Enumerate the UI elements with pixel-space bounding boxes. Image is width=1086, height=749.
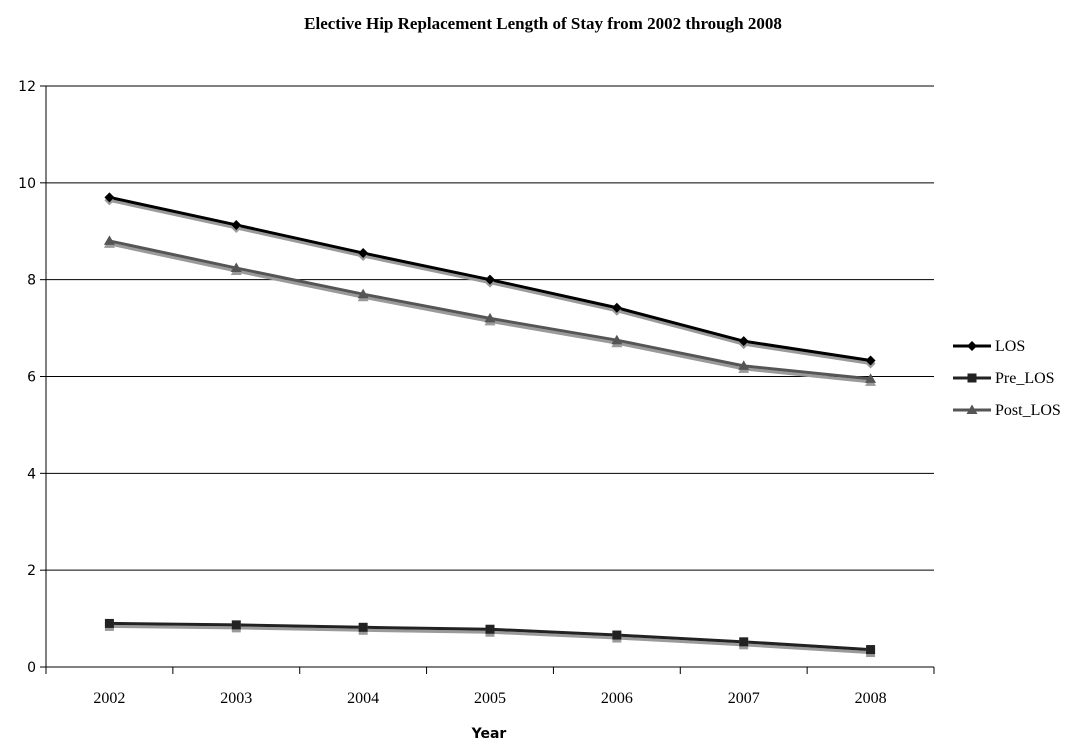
data-point: [738, 336, 749, 347]
data-point: [103, 235, 115, 245]
legend-marker: [966, 404, 978, 414]
data-point: [866, 645, 876, 655]
x-tick-label: 2005: [474, 690, 506, 707]
data-point: [357, 288, 369, 299]
y-tick-label: 8: [27, 273, 36, 289]
data-point: [104, 618, 114, 628]
gridlines: [46, 85, 934, 571]
series-pre-los: [104, 618, 876, 658]
data-point: [230, 262, 242, 273]
series-los: [104, 192, 876, 369]
x-axis-title: Year: [471, 726, 507, 742]
legend-label: Pre_LOS: [995, 370, 1055, 387]
chart-title: Elective Hip Replacement Length of Stay …: [304, 14, 782, 33]
data-point: [231, 219, 242, 230]
data-point: [358, 248, 369, 259]
data-point: [484, 312, 496, 323]
y-tick-label: 4: [27, 466, 36, 482]
series-post-los: [103, 235, 877, 386]
data-point: [612, 630, 622, 640]
y-tick-label: 0: [27, 660, 36, 676]
data-point: [485, 274, 495, 285]
data-point: [739, 637, 749, 647]
data-point: [485, 624, 495, 634]
y-tick-label: 10: [18, 176, 36, 192]
x-tick-label: 2008: [855, 690, 887, 707]
legend-item: Pre_LOS: [953, 370, 1055, 387]
legend-item: Post_LOS: [953, 402, 1061, 419]
legend-marker: [967, 341, 977, 351]
legend-label: LOS: [995, 338, 1025, 355]
x-tick-label: 2003: [220, 690, 252, 707]
legend-item: LOS: [953, 338, 1025, 355]
data-point: [738, 360, 750, 370]
y-tick-label: 2: [27, 563, 36, 579]
series: [103, 192, 877, 658]
x-tick-labels: 2002 2003 2004 2005 2006 2007 2008: [45, 667, 935, 707]
x-tick-label: 2006: [601, 690, 633, 707]
x-tick-label: 2007: [728, 690, 760, 707]
x-tick-label: 2004: [347, 690, 379, 707]
data-point: [865, 373, 877, 383]
y-tick-label: 6: [27, 370, 36, 386]
legend-label: Post_LOS: [995, 402, 1061, 419]
data-point: [231, 620, 241, 630]
data-point: [611, 334, 623, 345]
legend-marker: [967, 373, 977, 383]
y-tick-label: 12: [18, 79, 36, 95]
data-point: [611, 302, 622, 313]
data-point: [104, 192, 115, 203]
series-line: [109, 239, 871, 381]
data-point: [865, 355, 876, 366]
data-point: [358, 622, 368, 632]
x-tick-label: 2002: [93, 690, 125, 707]
y-tick-labels: 0 2 4 6 8 10 12: [18, 79, 46, 676]
legend: LOS Pre_LOS Post_LOS: [953, 338, 1061, 419]
